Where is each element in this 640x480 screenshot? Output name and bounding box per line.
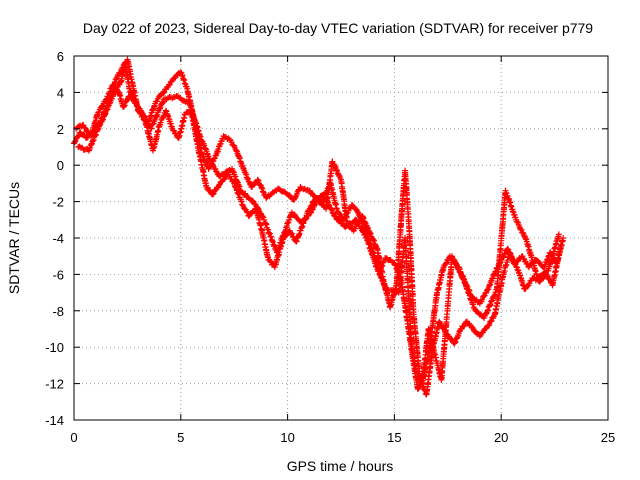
- y-tick-label: -12: [45, 377, 64, 392]
- y-tick-label: -14: [45, 413, 64, 428]
- x-tick-label: 15: [387, 430, 401, 445]
- y-tick-label: -8: [52, 304, 64, 319]
- data-points: [71, 56, 567, 398]
- x-tick-labels: 0 5 10 15 20 25: [70, 430, 615, 445]
- y-axis-label: SDTVAR / TECUs: [6, 182, 22, 294]
- grid: [74, 56, 608, 420]
- y-tick-label: 6: [57, 49, 64, 64]
- y-tick-label: -2: [52, 195, 64, 210]
- y-tick-label: -4: [52, 231, 64, 246]
- y-tick-label: -6: [52, 267, 64, 282]
- series-track-1: [71, 62, 567, 393]
- y-tick-label: 4: [57, 85, 64, 100]
- y-tick-label: 0: [57, 158, 64, 173]
- chart-title: Day 022 of 2023, Sidereal Day-to-day VTE…: [83, 20, 593, 36]
- series-track-2: [73, 82, 565, 398]
- series-markers: [75, 56, 562, 387]
- series-markers: [71, 62, 567, 393]
- axis-ticks: [73, 55, 609, 421]
- y-tick-labels: -14 -12 -10 -8 -6 -4 -2 0 2 4 6: [45, 49, 64, 428]
- x-tick-label: 0: [70, 430, 77, 445]
- x-tick-label: 25: [601, 430, 615, 445]
- y-tick-label: -10: [45, 340, 64, 355]
- x-axis-label: GPS time / hours: [287, 458, 394, 474]
- x-tick-label: 20: [494, 430, 508, 445]
- y-tick-label: 2: [57, 122, 64, 137]
- series-markers: [73, 82, 565, 398]
- series-track-3: [75, 56, 562, 387]
- x-tick-label: 5: [177, 430, 184, 445]
- x-tick-label: 10: [280, 430, 294, 445]
